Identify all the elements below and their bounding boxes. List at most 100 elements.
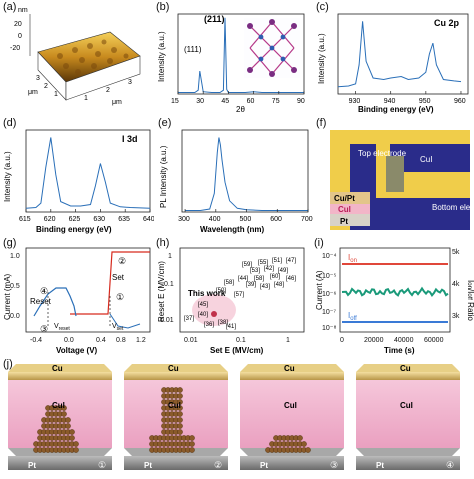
chart-title: Cu 2p	[434, 18, 460, 28]
this-work-point	[211, 311, 217, 317]
this-work-label: This work	[188, 289, 226, 298]
y-tick: 1	[168, 253, 172, 260]
cu-atom	[177, 399, 183, 405]
cu-atom	[73, 447, 79, 453]
x-tick: 60000	[424, 337, 444, 344]
x-tick-label: 960	[454, 98, 466, 105]
layer-cui: CuI	[338, 205, 351, 214]
x-tick-label: 700	[301, 216, 313, 223]
x-tick: 0.1	[236, 337, 246, 344]
crystal-structure-inset	[244, 18, 300, 78]
x-tick-label: 60	[247, 98, 255, 105]
cu-atom	[301, 441, 307, 447]
pt-electrode	[356, 456, 460, 470]
cui-label: CuI	[400, 401, 413, 410]
cu-electrode	[356, 372, 460, 380]
step-1: ①	[116, 292, 124, 302]
reference-point-label: [58]	[254, 276, 264, 282]
x-tick-label: 45	[221, 98, 229, 105]
cu-atom	[65, 423, 71, 429]
reference-point-label: [53]	[250, 268, 260, 274]
y-axis-label: Intensity (a.u.)	[317, 33, 326, 84]
xps-cu-chart: 930 940 950 960 Intensity (a.u.) Binding en…	[317, 13, 469, 114]
x-tick: 3	[128, 79, 132, 86]
cu-atom	[189, 447, 195, 453]
vreset-label: Vreset	[54, 323, 70, 332]
panel-label-j: (j)	[3, 358, 13, 370]
reference-point-label: [50]	[216, 288, 226, 294]
reference-point-label: [43]	[260, 284, 270, 290]
x-axis-label: Wavelength (nm)	[200, 225, 264, 234]
y-axis-label: Intensity (a.u.)	[157, 31, 166, 82]
pt-electrode	[124, 456, 228, 470]
filament-schematic: Cu CuI Pt ① Cu CuI Pt ② Cu CuI Pt ③ Cu CuI Pt ④	[8, 364, 460, 470]
x-axis-label: Time (s)	[384, 346, 415, 355]
pt-electrode	[240, 456, 344, 470]
x-tick-label: 630	[93, 216, 105, 223]
x-unit: μm	[112, 99, 122, 106]
peak-label-211: (211)	[204, 14, 225, 24]
ioff-label: Ioff	[348, 311, 357, 322]
reference-point-label: [38]	[218, 320, 228, 326]
reference-point-label: [58]	[224, 280, 234, 286]
panel-label-g: (g)	[3, 237, 17, 249]
cu-label: Cu	[52, 364, 63, 373]
y-tick: 10⁻⁶	[322, 291, 336, 298]
panel-c: (c) 930 940 950 960 Intensity (a.u.) Bindin…	[314, 0, 474, 115]
x-tick: -0.4	[30, 337, 42, 344]
x-tick-label: 15	[171, 98, 179, 105]
x-tick-label: 300	[178, 216, 190, 223]
y-tick: 1	[54, 91, 58, 98]
set-curve	[70, 251, 150, 315]
cu-atom	[61, 405, 67, 411]
x-tick-label: 400	[209, 216, 221, 223]
reference-point-label: [57]	[234, 292, 244, 298]
pt-label: Pt	[144, 461, 152, 470]
x-tick-label: 30	[196, 98, 204, 105]
cui-layer	[356, 376, 460, 448]
y-axis-label: Intensity (a.u.)	[3, 151, 12, 202]
reference-point-label: [44]	[238, 276, 248, 282]
cu-atom	[61, 411, 67, 417]
cu-atom	[177, 417, 183, 423]
y-axis-label: Current (mA)	[3, 273, 12, 320]
y-tick: 10⁻⁷	[322, 309, 336, 316]
cui-label: CuI	[168, 401, 181, 410]
cu-electrode-top	[240, 364, 344, 372]
step-2: ②	[118, 256, 126, 266]
y2-tick: 3k	[452, 313, 460, 320]
y-tick: 10⁻⁸	[322, 325, 336, 332]
cu-atom	[189, 435, 195, 441]
step-4: ④	[40, 286, 48, 296]
cu-electrode	[240, 372, 344, 380]
pt-electrode	[8, 456, 112, 470]
y-axis-label: Current (A)	[315, 270, 324, 310]
y-tick: 10⁻⁵	[322, 273, 336, 280]
panel-b: (b) 15 30 45 60 75 90 Intensity (a.u.) 2θ (11…	[154, 0, 310, 115]
panel-i: (i) Ion Ioff Current (A) Ion/Ioff Ratio …	[312, 236, 474, 356]
benchmark-chart: This work [59] [55] [51] [47] [53] [42] [49] [4…	[157, 247, 305, 355]
cu-atom	[177, 411, 183, 417]
cu-label: Cu	[168, 364, 179, 373]
x-axis-label: Set E (MV/cm)	[210, 346, 264, 355]
pt-label: Pt	[260, 461, 268, 470]
z-unit: nm	[18, 7, 28, 14]
layer-pt: Pt	[340, 217, 348, 226]
y2-tick: 5k	[452, 249, 460, 256]
cu-label: Cu	[284, 364, 295, 373]
cu-atom	[177, 405, 183, 411]
iv-chart: Current (mA) Voltage (V) Set Reset Vrese…	[3, 247, 151, 355]
x-tick-label: 640	[143, 216, 154, 223]
cu-label: Cu	[400, 364, 411, 373]
panel-label-d: (d)	[3, 117, 17, 129]
cu-atom	[65, 417, 71, 423]
ratio-series	[341, 286, 449, 298]
step-number: ②	[214, 460, 222, 470]
y-tick: 10⁻⁴	[322, 253, 337, 260]
cu-atom	[73, 441, 79, 447]
x-axis-label: Binding energy (eV)	[36, 225, 112, 234]
panel-j: (j) Cu CuI Pt ① Cu CuI Pt ② Cu CuI Pt ③ Cu CuI Pt ④	[0, 358, 474, 474]
x-tick-label: 600	[270, 216, 282, 223]
cu-atom	[297, 435, 303, 441]
cu-atom	[189, 441, 195, 447]
